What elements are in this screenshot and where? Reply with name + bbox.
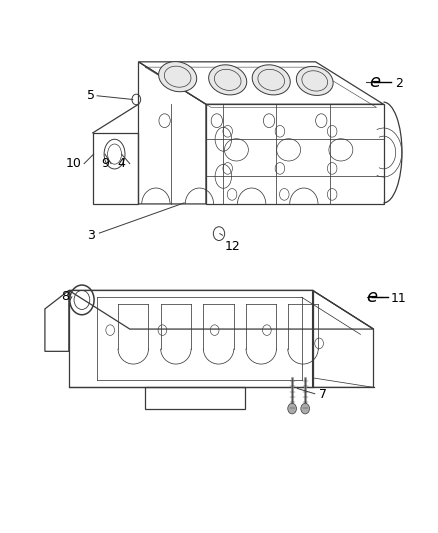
Text: 5: 5 (87, 88, 95, 102)
Text: 11: 11 (391, 292, 406, 305)
Text: 12: 12 (224, 240, 240, 253)
Text: 9: 9 (102, 157, 110, 170)
Ellipse shape (252, 65, 290, 95)
Text: 3: 3 (87, 229, 95, 242)
Text: 7: 7 (319, 389, 327, 401)
Text: 4: 4 (117, 157, 125, 170)
Text: 2: 2 (395, 77, 403, 90)
Text: e: e (369, 73, 380, 91)
Text: e: e (366, 288, 377, 306)
Text: 8: 8 (61, 290, 69, 303)
Circle shape (288, 403, 297, 414)
Ellipse shape (297, 67, 333, 95)
Ellipse shape (159, 62, 197, 92)
Text: 10: 10 (66, 157, 82, 170)
Circle shape (301, 403, 310, 414)
Ellipse shape (208, 65, 247, 95)
